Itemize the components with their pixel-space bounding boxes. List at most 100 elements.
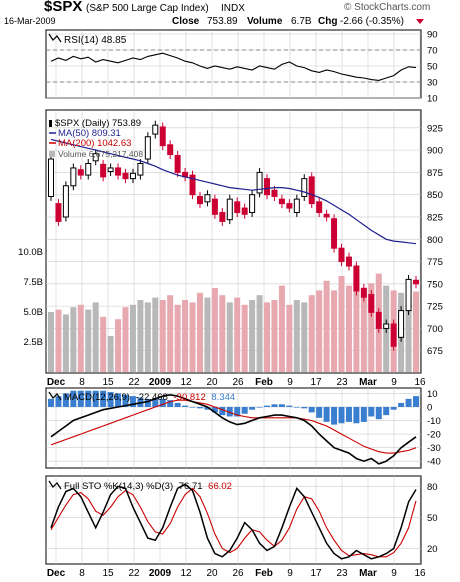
candle-body xyxy=(278,198,285,205)
x-axis-label: 15 xyxy=(102,568,114,579)
macd-histogram-bar xyxy=(241,406,248,414)
volume-bar xyxy=(152,297,159,372)
volume-bar xyxy=(48,312,54,372)
macd-histogram-bar xyxy=(77,390,84,407)
rsi-line xyxy=(50,52,417,81)
close-value: 753.89 xyxy=(207,16,238,27)
candle-body xyxy=(271,189,278,197)
candle-body xyxy=(345,256,352,267)
price-y-tick: 825 xyxy=(427,212,443,223)
macd-hist-legend-value: 8.344 xyxy=(211,392,235,403)
price-legend: $SPX (Daily) 753.89 MA(50) 809.31 MA(200… xyxy=(49,118,143,159)
volume-legend-text: Volume 6,675,217,408 xyxy=(58,149,143,159)
macd-y-tick: -10 xyxy=(427,416,441,427)
candle-body xyxy=(234,201,241,214)
x-axis-label: Dec xyxy=(47,377,66,388)
candle-body xyxy=(85,162,92,176)
macd-histogram-bar xyxy=(413,396,419,407)
macd-histogram-bar xyxy=(219,406,226,416)
volume-bar xyxy=(137,300,144,372)
volume-y-tick: 5.0B xyxy=(23,307,43,318)
volume-bar xyxy=(331,290,338,372)
volume-bar xyxy=(301,302,308,372)
volume-bar xyxy=(196,292,203,372)
x-axis-label: 16 xyxy=(414,377,426,388)
candle-body xyxy=(219,212,226,222)
macd-histogram-bar xyxy=(107,392,114,407)
macd-histogram-bar xyxy=(48,398,54,407)
x-axis-label: 2009 xyxy=(149,568,172,579)
sto-legend-label: Full STO %K(14,3) %D(3) xyxy=(64,481,173,492)
macd-histogram-bar xyxy=(331,406,338,425)
macd-legend: MACD(12,26,9) -22.468 -30.812 8.344 xyxy=(48,391,235,403)
macd-histogram-bar xyxy=(293,406,300,408)
candle-body xyxy=(100,163,107,178)
x-axis-label: 17 xyxy=(310,377,322,388)
volume-bar xyxy=(241,304,248,372)
macd-histogram-bar xyxy=(129,396,136,407)
macd-y-tick: -30 xyxy=(427,443,441,454)
volume-bar xyxy=(316,290,323,372)
sto-legend: Full STO %K(14,3) %D(3) 76.71 66.02 xyxy=(48,480,232,492)
sto-d-line xyxy=(50,487,417,558)
volume-bar xyxy=(167,295,174,372)
candle-body xyxy=(398,310,405,338)
macd-histogram-bar xyxy=(405,398,412,407)
x-axis-label: 9 xyxy=(287,377,293,388)
candle-body xyxy=(249,194,256,214)
macd-histogram-bar xyxy=(398,402,405,407)
x-axis-label: 2009 xyxy=(149,377,172,388)
volume-bar xyxy=(122,307,129,372)
candle-body xyxy=(77,169,84,176)
price-y-tick: 925 xyxy=(427,123,443,134)
volume-legend-icon xyxy=(49,151,55,157)
macd-y-tick: -40 xyxy=(427,457,441,468)
candle-body xyxy=(331,218,338,249)
macd-histogram-bar xyxy=(182,405,189,407)
index-name: (S&P 500 Large Cap Index) xyxy=(86,3,209,14)
candle-body xyxy=(293,198,300,214)
candle-body xyxy=(383,323,390,329)
candle-body xyxy=(196,195,203,205)
sto-d-legend-value: 66.02 xyxy=(208,481,232,492)
sto-y-tick: 20 xyxy=(427,544,438,555)
macd-histogram-bar xyxy=(189,406,196,408)
volume-bar xyxy=(405,295,412,372)
macd-histogram-bar xyxy=(383,406,390,416)
volume-bar xyxy=(264,302,271,372)
volume-y-tick: 2.5B xyxy=(23,337,43,348)
volume-bar xyxy=(144,302,151,372)
candle-body xyxy=(353,265,360,292)
candle-body xyxy=(92,153,99,162)
price-y-tick: 800 xyxy=(427,235,443,246)
price-y-tick: 900 xyxy=(427,146,443,157)
macd-histogram-bar xyxy=(278,404,285,407)
sto-k-line xyxy=(50,483,417,560)
macd-histogram-bar xyxy=(174,402,181,407)
x-axis-label: 23 xyxy=(336,568,348,579)
candle-body xyxy=(256,171,263,194)
brand-watermark: © StockCharts.com xyxy=(344,2,430,13)
macd-histogram-bar xyxy=(264,405,271,407)
candle-body xyxy=(390,323,397,347)
macd-histogram-bar xyxy=(308,406,315,413)
candle-body xyxy=(174,154,181,173)
volume-bar xyxy=(234,297,241,372)
macd-histogram-bar xyxy=(368,406,375,417)
candle-body xyxy=(316,201,323,214)
chg-label: Chg xyxy=(318,16,337,27)
macd-histogram-bar xyxy=(323,406,330,422)
x-axis-label: 8 xyxy=(79,377,85,388)
macd-histogram-bar xyxy=(196,406,203,409)
candle-body xyxy=(159,126,166,147)
ma200-legend-text: MA(200) 1042.63 xyxy=(58,138,131,149)
line-legend-icon xyxy=(48,33,62,43)
macd-histogram-bar xyxy=(159,398,166,407)
x-axis-label: Feb xyxy=(255,377,273,388)
candle-body xyxy=(368,294,375,313)
x-axis-label: 9 xyxy=(287,568,293,579)
sto-y-tick: 50 xyxy=(427,513,438,524)
candle-body xyxy=(137,162,144,176)
candle-body xyxy=(129,172,136,180)
